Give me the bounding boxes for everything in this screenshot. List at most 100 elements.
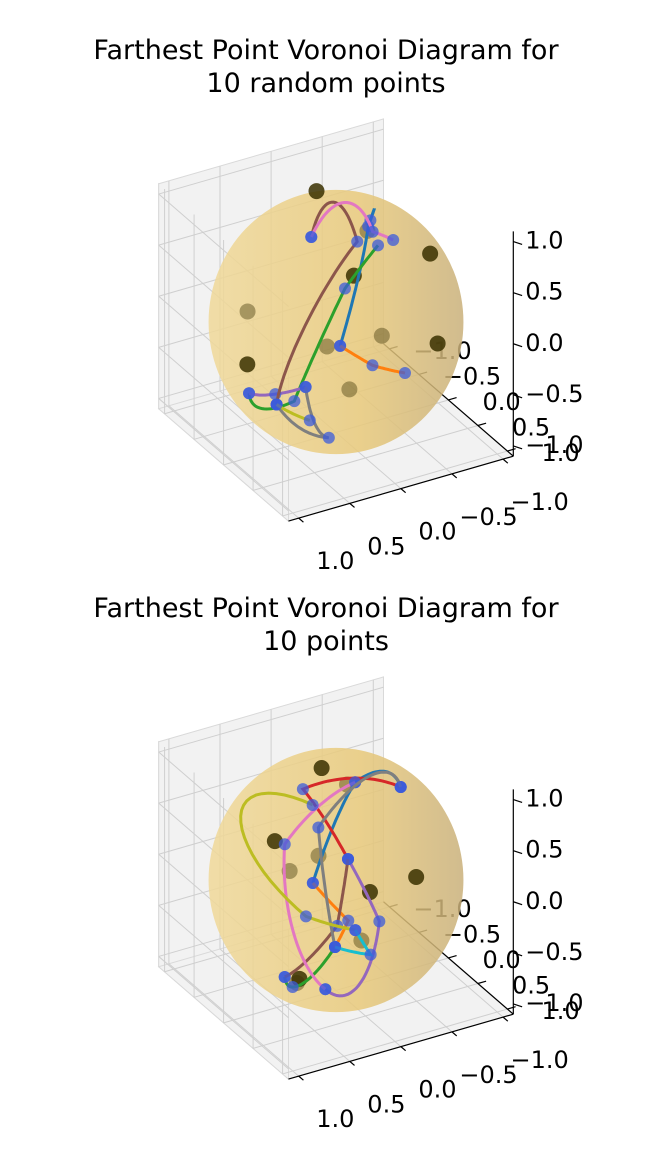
x-tick-mark [448, 397, 457, 401]
voronoi-vertex [349, 924, 362, 937]
data-point-0 [422, 245, 439, 262]
voronoi-vertex [306, 876, 319, 889]
x-tick-mark [507, 1006, 516, 1010]
voronoi-vertex [312, 821, 325, 834]
gridline [252, 425, 479, 491]
voronoi-vertex [372, 239, 385, 252]
chart-title: Farthest Point Voronoi Diagram for 10 po… [0, 592, 652, 658]
y-tick-mark [451, 473, 458, 479]
gridline [252, 983, 479, 1049]
data-point-9 [239, 303, 256, 320]
y-tick-mark [400, 1046, 407, 1052]
x-tick-label: 0.0 [482, 388, 520, 416]
y-tick-label: −1.0 [511, 1046, 569, 1074]
z-tick-mark [513, 798, 523, 804]
data-point-6 [318, 338, 335, 355]
voronoi-vertex [243, 387, 256, 400]
x-tick-label: 1.0 [541, 997, 579, 1025]
gridline [168, 405, 300, 519]
voronoi-vertex [364, 948, 377, 961]
voronoi-vertex [342, 853, 355, 866]
voronoi-vertex [394, 781, 407, 794]
voronoi-vertex [349, 776, 362, 789]
chart-title: Farthest Point Voronoi Diagram for 10 ra… [0, 34, 652, 100]
y-tick-mark [349, 502, 355, 508]
chart-panel-random: Farthest Point Voronoi Diagram for 10 ra… [0, 20, 652, 580]
z-tick-mark [513, 850, 523, 855]
voronoi-vertex [278, 971, 291, 984]
voronoi-vertex [366, 359, 379, 372]
z-tick-mark [513, 343, 523, 348]
x-tick-mark [477, 422, 487, 427]
voronoi-vertex [286, 980, 299, 993]
voronoi-vertex [303, 414, 316, 427]
voronoi-3d-plot: −1.0−1.0−1.0−0.5−0.5−0.50.00.00.00.50.50… [157, 676, 584, 1133]
y-tick-mark [451, 1031, 458, 1037]
voronoi-vertex [338, 282, 351, 295]
x-tick-mark [448, 955, 457, 959]
voronoi-vertex [373, 915, 386, 928]
gridline [158, 128, 384, 195]
x-tick-label: 1.0 [541, 439, 579, 467]
z-tick-mark [513, 952, 523, 957]
voronoi-vertex [299, 380, 312, 393]
y-tick-label: 0.0 [418, 1076, 456, 1104]
chart-title-line2: 10 random points [206, 68, 446, 99]
chart-title-line1: Farthest Point Voronoi Diagram for [93, 593, 559, 624]
voronoi-3d-plot: −1.0−1.0−1.0−0.5−0.5−0.50.00.00.00.50.50… [157, 118, 584, 575]
y-tick-mark [400, 488, 407, 494]
z-tick-label: 0.0 [525, 329, 563, 357]
x-tick-mark [477, 980, 487, 985]
y-tick-label: 1.0 [316, 547, 354, 575]
x-tick-mark [507, 448, 516, 452]
voronoi-edge-2 [247, 244, 380, 411]
voronoi-vertex [351, 235, 364, 248]
data-point-3 [239, 356, 256, 373]
y-tick-label: −1.0 [511, 488, 569, 516]
gridline [282, 450, 508, 517]
voronoi-vertex [278, 838, 291, 851]
voronoi-vertex [329, 941, 342, 954]
y-tick-mark [298, 1075, 304, 1081]
input-points [266, 760, 425, 991]
data-point-7 [341, 381, 358, 398]
x-tick-label: 0.5 [512, 414, 550, 442]
z-tick-mark [513, 1003, 523, 1008]
voronoi-vertex [305, 230, 318, 243]
gridline [282, 1008, 508, 1075]
data-point-6 [361, 884, 378, 901]
z-tick-label: 0.5 [525, 278, 563, 306]
data-point-8 [429, 335, 446, 352]
y-tick-mark [349, 1060, 355, 1066]
voronoi-edges [239, 769, 407, 998]
unit-sphere [208, 747, 464, 1013]
data-point-9 [408, 868, 425, 885]
voronoi-vertex [296, 783, 309, 796]
voronoi-vertex [366, 225, 379, 238]
gridline [158, 686, 384, 753]
voronoi-vertex [398, 366, 411, 379]
z-tick-mark [513, 394, 523, 399]
y-tick-mark [298, 517, 304, 523]
z-tick-mark [513, 445, 523, 450]
z-tick-mark [513, 901, 523, 906]
y-tick-mark [502, 458, 509, 464]
voronoi-edge-7 [275, 403, 311, 422]
z-tick-mark [513, 292, 523, 297]
x-tick-label: 0.5 [512, 972, 550, 1000]
x-tick-label: 0.0 [482, 946, 520, 974]
z-tick-label: −1.0 [525, 989, 583, 1017]
z-tick-mark [513, 240, 523, 246]
data-point-2 [308, 183, 325, 200]
y-tick-mark [502, 1016, 509, 1022]
voronoi-vertex [322, 431, 335, 444]
z-tick-label: 0.0 [525, 887, 563, 915]
z-tick-label: 1.0 [525, 227, 563, 255]
y-tick-label: −0.5 [459, 503, 517, 531]
voronoi-edges [243, 200, 411, 444]
y-tick-label: 0.5 [367, 532, 405, 560]
y-tick-label: 0.0 [418, 518, 456, 546]
voronoi-vertex [270, 398, 283, 411]
y-tick-label: 0.5 [367, 1090, 405, 1118]
y-tick-label: 1.0 [316, 1105, 354, 1133]
